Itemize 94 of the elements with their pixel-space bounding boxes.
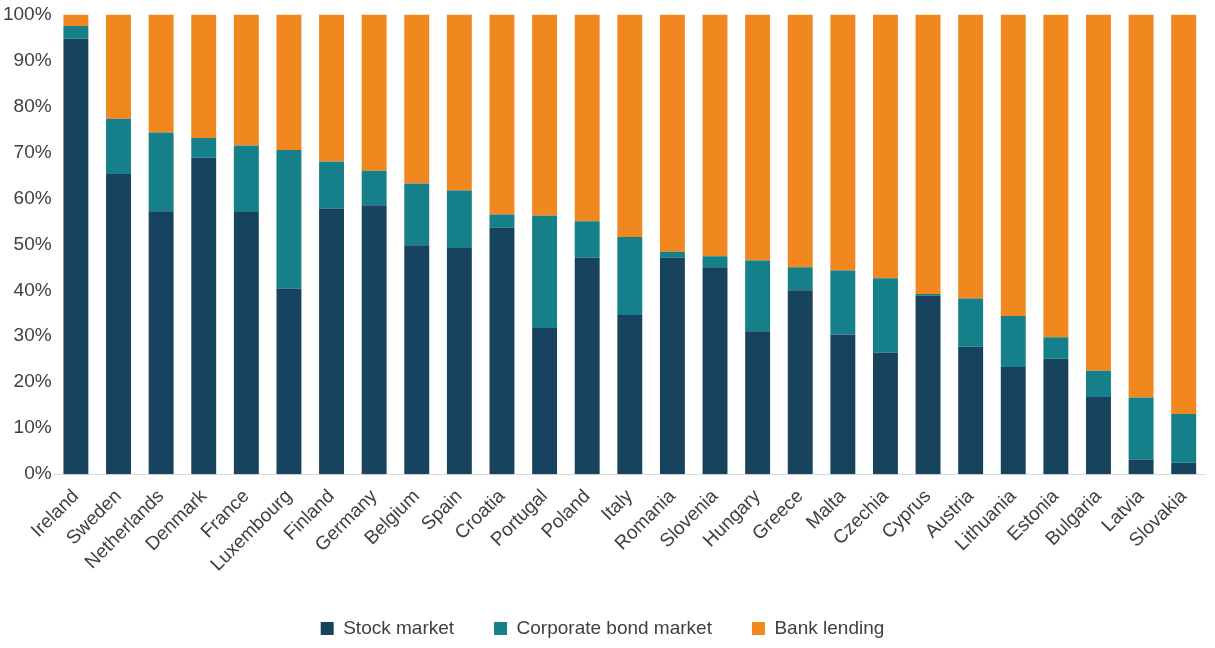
bar <box>1128 459 1154 475</box>
bar <box>915 295 941 475</box>
bar <box>659 257 685 475</box>
bar <box>574 14 600 222</box>
y-tick-label: 100% <box>2 2 52 24</box>
bar <box>745 14 771 261</box>
bar <box>148 211 174 475</box>
bar <box>787 14 813 268</box>
bar <box>361 205 387 475</box>
bar <box>63 25 89 39</box>
bar <box>532 327 558 475</box>
bar <box>233 14 259 146</box>
bar <box>233 145 259 213</box>
bar <box>872 352 898 475</box>
bar <box>702 256 728 268</box>
bar <box>745 260 771 332</box>
bar <box>1086 396 1111 475</box>
bar <box>1128 397 1154 460</box>
bar <box>446 247 472 475</box>
bar <box>702 14 728 257</box>
bar <box>106 173 131 475</box>
bar <box>1000 367 1026 475</box>
bar <box>617 14 643 237</box>
bar <box>915 14 941 294</box>
y-tick-label: 70% <box>13 140 52 162</box>
bar <box>702 267 728 475</box>
bar <box>1128 14 1154 398</box>
bar <box>404 183 430 246</box>
bar <box>1171 462 1197 475</box>
bar <box>958 346 984 475</box>
y-tick-label: 0% <box>24 462 52 484</box>
bar <box>276 288 302 475</box>
bar <box>489 214 515 228</box>
bar <box>276 14 302 151</box>
bar <box>489 227 515 475</box>
y-tick-label: 40% <box>13 278 52 300</box>
bar <box>1171 14 1197 414</box>
bar <box>1043 14 1069 338</box>
bar <box>1086 14 1111 371</box>
bar <box>659 14 685 252</box>
bar <box>446 190 472 248</box>
y-tick-label: 20% <box>13 370 52 392</box>
bar <box>148 14 174 133</box>
y-tick-label: 60% <box>13 186 52 208</box>
bar <box>872 14 898 279</box>
bar <box>574 221 600 258</box>
bar <box>361 170 387 206</box>
bar <box>1043 358 1069 475</box>
bar <box>319 208 345 475</box>
bar <box>787 290 813 475</box>
bar <box>872 278 898 353</box>
bar <box>233 212 259 475</box>
bar <box>745 331 771 475</box>
bar <box>830 270 856 335</box>
bar <box>617 236 643 316</box>
bar <box>1171 413 1197 463</box>
bar <box>319 161 345 209</box>
legend-label: Stock market <box>343 616 455 638</box>
bar <box>617 315 643 475</box>
bar <box>1000 14 1026 317</box>
y-tick-label: 30% <box>13 324 52 346</box>
bar <box>958 14 984 299</box>
bar <box>787 267 813 291</box>
y-tick-label: 50% <box>13 232 52 254</box>
y-tick-label: 90% <box>13 48 52 70</box>
bar <box>276 150 302 289</box>
bar <box>830 334 856 475</box>
bar <box>404 14 430 184</box>
bar <box>446 14 472 191</box>
bar <box>404 245 430 475</box>
bar <box>830 14 856 271</box>
bar <box>532 215 558 328</box>
bar <box>106 118 131 174</box>
bar <box>1043 337 1069 359</box>
bar <box>319 14 345 162</box>
legend-label: Bank lending <box>774 616 885 638</box>
bar <box>191 14 217 139</box>
bar <box>574 257 600 475</box>
bar <box>958 298 984 347</box>
legend-label: Corporate bond market <box>516 616 713 638</box>
bar <box>1000 316 1026 368</box>
bar <box>63 14 89 26</box>
bar <box>148 132 174 212</box>
y-tick-label: 10% <box>13 416 52 438</box>
bar <box>489 14 515 215</box>
bar <box>532 14 558 216</box>
y-tick-label: 80% <box>13 94 52 116</box>
bar <box>1086 370 1111 397</box>
bar <box>361 14 387 171</box>
bar <box>191 157 217 475</box>
bar <box>191 138 217 158</box>
bar <box>106 14 131 119</box>
bar <box>63 38 89 475</box>
bar <box>659 251 685 258</box>
